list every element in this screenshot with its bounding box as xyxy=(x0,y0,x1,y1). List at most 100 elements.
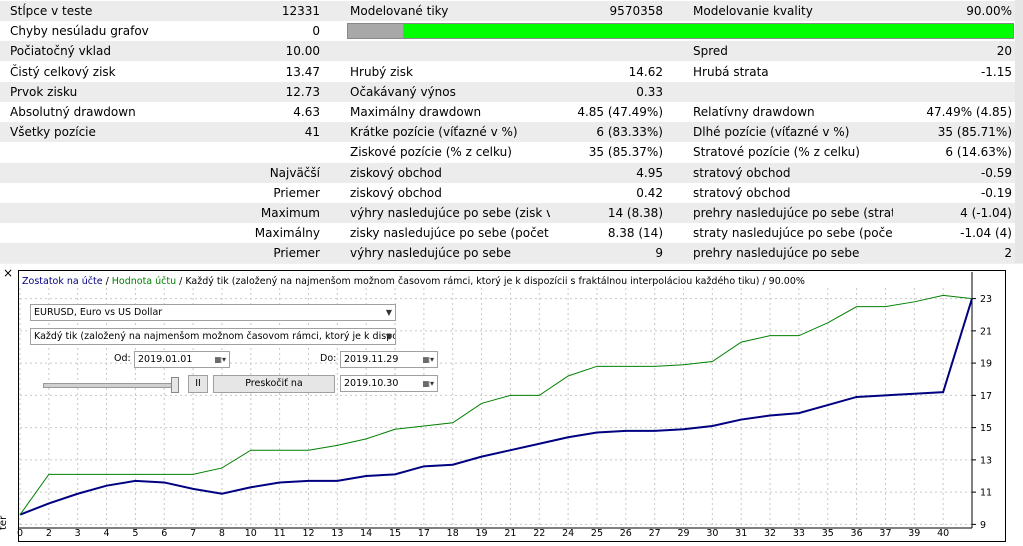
x-tick-label: 14 xyxy=(360,528,372,539)
cell-label: Chyby nesúladu grafov xyxy=(10,24,149,39)
x-tick-label: 19 xyxy=(476,528,488,539)
table-row: Priemer ziskový obchod 0.42 stratový obchod… xyxy=(0,183,1015,203)
x-tick-label: 21 xyxy=(504,528,516,539)
x-tick-label: 39 xyxy=(908,528,920,539)
legend-entry: Hodnota účtu xyxy=(111,276,177,287)
cell-value: 90.00% xyxy=(966,4,1012,18)
x-tick-label: 29 xyxy=(677,528,689,539)
cell-label: Modelované tiky xyxy=(350,4,449,18)
table-row: Najväčší ziskový obchod 4.95 stratový obcho… xyxy=(0,162,1015,183)
cell-value: 13.47 xyxy=(285,64,320,79)
cell-label: prehry nasledujúce po sebe (strata ... xyxy=(693,206,893,220)
y-tick-label: 11 xyxy=(980,488,992,499)
cell-label: Dlhé pozície (víťazné v %) xyxy=(693,125,850,140)
x-tick-label: 26 xyxy=(620,528,632,539)
cell-value: 8.38 (14) xyxy=(607,226,663,241)
to-date-text: 2019.11.29 xyxy=(344,354,399,365)
legend-separator: / xyxy=(179,276,183,287)
x-tick-label: 25 xyxy=(591,528,603,539)
cell-label: výhry nasledujúce po sebe (zisk v ... xyxy=(350,206,550,220)
close-button[interactable]: × xyxy=(3,266,14,280)
table-row: Chyby nesúladu grafov 0 xyxy=(0,21,1015,41)
quality-bar xyxy=(347,23,1014,40)
scrollbar[interactable] xyxy=(1015,0,1023,263)
model-text: Každý tik (založený na najmenšom možnom … xyxy=(34,331,396,342)
cell-value: Maximum xyxy=(260,206,320,220)
y-tick-label: 15 xyxy=(980,423,992,434)
cell-label: zisky nasledujúce po sebe (počet v... xyxy=(350,226,550,241)
x-tick-label: 22 xyxy=(533,528,545,539)
cell-value: 12.73 xyxy=(285,84,320,99)
cell-value: 4.63 xyxy=(293,105,320,119)
cell-label: Očakávaný výnos xyxy=(350,84,456,99)
x-tick-label: 4 xyxy=(104,528,110,539)
cell-label: Prvok zisku xyxy=(10,84,78,99)
cell-value: 47.49% (4.85) xyxy=(926,105,1012,119)
table-row: Ziskové pozície (% z celku) 35 (85.37%) St… xyxy=(0,142,1015,162)
cell-label: prehry nasledujúce po sebe xyxy=(693,246,860,261)
table-row: Prvok zisku 12.73 Očakávaný výnos 0.33 xyxy=(0,81,1015,102)
x-tick-label: 13 xyxy=(331,528,343,539)
skip-date[interactable]: 2019.10.30 ▦▾ xyxy=(340,375,438,392)
cell-value: 12331 xyxy=(281,4,320,18)
cell-value: 35 (85.71%) xyxy=(937,125,1012,140)
cell-label: Krátke pozície (víťazné v %) xyxy=(350,125,518,140)
cell-label: Stratové pozície (% z celku) xyxy=(693,145,860,160)
skip-button[interactable]: Preskočiť na xyxy=(213,375,335,393)
cell-value: 10.00 xyxy=(285,44,320,59)
x-tick-label: 35 xyxy=(822,528,834,539)
cell-value: 14 (8.38) xyxy=(607,206,663,220)
x-tick-label: 5 xyxy=(132,528,138,539)
x-tick-label: 31 xyxy=(735,528,747,539)
cell-label: Ziskové pozície (% z celku) xyxy=(350,145,512,160)
cell-label: straty nasledujúce po sebe (počet ... xyxy=(693,226,893,241)
skip-date-text: 2019.10.30 xyxy=(344,378,399,389)
from-label: Od: xyxy=(114,353,131,364)
symbol-select[interactable]: EURUSD, Euro vs US Dollar ▼ xyxy=(30,304,396,321)
slider-thumb[interactable] xyxy=(171,377,179,393)
cell-value: 6 (83.33%) xyxy=(596,125,663,140)
x-tick-label: 12 xyxy=(302,528,314,539)
cell-label: ziskový obchod xyxy=(350,165,442,180)
x-tick-label: 10 xyxy=(245,528,257,539)
symbol-text: EURUSD, Euro vs US Dollar xyxy=(34,307,163,318)
table-row: Všetky pozície 41 Krátke pozície (víťazné … xyxy=(0,122,1015,143)
cell-label: Relatívny drawdown xyxy=(693,105,815,119)
from-date[interactable]: 2019.01.01 ▦▾ xyxy=(134,351,230,368)
to-date[interactable]: 2019.11.29 ▦▾ xyxy=(340,351,438,368)
y-tick-label: 21 xyxy=(980,326,992,337)
x-tick-label: 37 xyxy=(879,528,891,539)
x-tick-label: 36 xyxy=(851,528,863,539)
series-line xyxy=(19,294,973,516)
model-select[interactable]: Každý tik (založený na najmenšom možnom … xyxy=(30,328,396,345)
legend: Zostatok na účte / Hodnota účtu / Každý tik … xyxy=(22,276,805,287)
table-row: Stĺpce v teste 12331 Modelované tiky 957035… xyxy=(0,1,1015,21)
cell-label: Hrubý zisk xyxy=(350,64,413,79)
table-row: Počiatočný vklad 10.00 Spred 20 xyxy=(0,41,1015,62)
calendar-icon: ▦▾ xyxy=(214,355,226,364)
cell-value: 4 (-1.04) xyxy=(960,206,1012,220)
table-row: Maximálny zisky nasledujúce po sebe (poče… xyxy=(0,223,1015,243)
dropdown-arrow: ▼ xyxy=(385,332,392,341)
dropdown-arrow: ▼ xyxy=(385,308,392,317)
x-tick-label: 7 xyxy=(190,528,196,539)
x-tick-label: 27 xyxy=(649,528,661,539)
y-tick-label: 9 xyxy=(980,520,986,531)
cell-value: 4.95 xyxy=(636,165,663,180)
cell-value: 41 xyxy=(304,125,320,140)
cell-value: 2 xyxy=(1004,246,1012,261)
legend-quality: 90.00% xyxy=(768,276,805,287)
table-row: Čistý celkový zisk 13.47 Hrubý zisk 14.62 Hr… xyxy=(0,62,1015,82)
legend-separator: / xyxy=(105,276,109,287)
speed-slider[interactable] xyxy=(43,376,180,393)
cell-value: 0.42 xyxy=(636,185,663,200)
y-tick-label: 17 xyxy=(980,391,992,402)
x-tick-label: 2 xyxy=(46,528,52,539)
cell-label: výhry nasledujúce po sebe xyxy=(350,246,511,261)
table-row: Absolutný drawdown 4.63 Maximálny drawdown… xyxy=(0,102,1015,122)
cell-value: Priemer xyxy=(273,185,320,200)
x-tick-label: 11 xyxy=(274,528,286,539)
pause-button[interactable]: II xyxy=(188,375,208,393)
x-tick-label: 30 xyxy=(706,528,718,539)
